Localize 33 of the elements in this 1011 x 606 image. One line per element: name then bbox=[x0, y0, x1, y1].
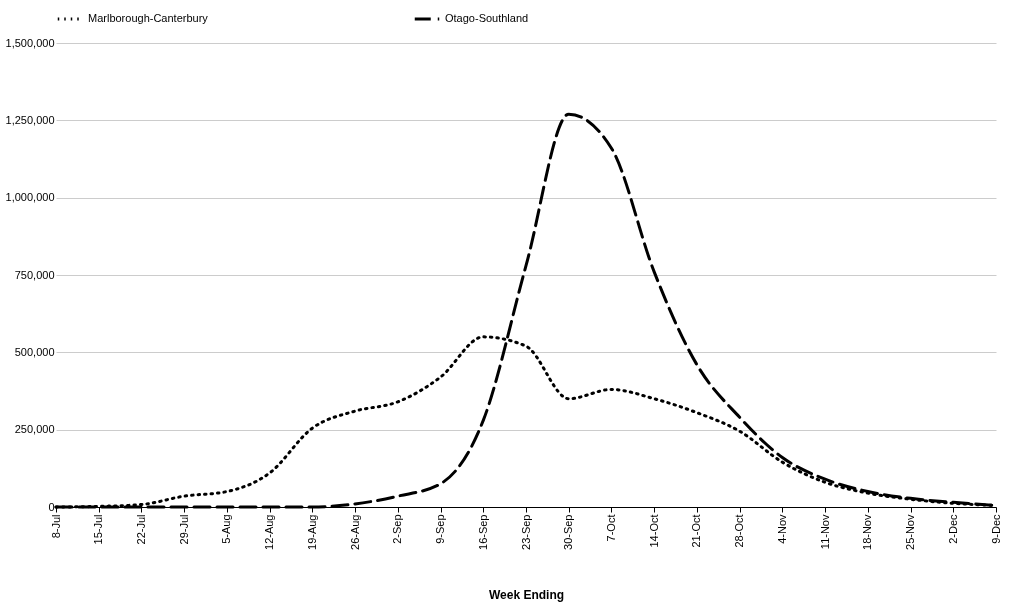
x-tick-label: 26-Aug bbox=[348, 514, 361, 550]
x-tick-label: 12-Aug bbox=[263, 514, 276, 550]
x-tick-label: 11-Nov bbox=[818, 514, 831, 550]
x-tick-label: 21-Oct bbox=[690, 514, 703, 548]
x-tick-label: 16-Sep bbox=[476, 514, 489, 550]
x-tick-label: 9-Sep bbox=[434, 514, 447, 544]
legend-label: Otago-Southland bbox=[445, 12, 529, 24]
x-tick-label: 14-Oct bbox=[647, 514, 660, 548]
y-tick-label: 750,000 bbox=[14, 268, 55, 281]
x-tick-label: 25-Nov bbox=[904, 514, 917, 550]
x-tick-label: 2-Dec bbox=[946, 514, 959, 544]
x-tick-label: 15-Jul bbox=[92, 514, 105, 545]
legend-label: Marlborough-Canterbury bbox=[88, 12, 209, 24]
x-tick-label: 23-Sep bbox=[519, 514, 532, 550]
x-tick-label: 7-Oct bbox=[604, 514, 617, 542]
x-tick-label: 2-Sep bbox=[391, 514, 404, 544]
y-tick-label: 500,000 bbox=[14, 345, 55, 358]
x-tick-label: 18-Nov bbox=[861, 514, 874, 550]
x-tick-label: 28-Oct bbox=[733, 514, 746, 548]
y-tick-label: 1,250,000 bbox=[5, 113, 55, 126]
y-tick-label: 1,500,000 bbox=[5, 36, 55, 49]
y-tick-label: 250,000 bbox=[14, 423, 55, 436]
x-tick-label: 8-Jul bbox=[49, 514, 62, 539]
y-tick-label: 1,000,000 bbox=[5, 191, 55, 204]
x-tick-label: 29-Jul bbox=[177, 514, 190, 545]
y-tick-label: 0 bbox=[48, 500, 55, 513]
x-tick-label: 19-Aug bbox=[305, 514, 318, 550]
x-tick-label: 5-Aug bbox=[220, 514, 233, 544]
x-tick-label: 30-Sep bbox=[562, 514, 575, 550]
x-tick-label: 22-Jul bbox=[134, 514, 147, 545]
x-axis-title: Week Ending bbox=[488, 587, 565, 602]
x-tick-label: 9-Dec bbox=[989, 514, 1002, 544]
x-tick-label: 4-Nov bbox=[775, 514, 788, 544]
